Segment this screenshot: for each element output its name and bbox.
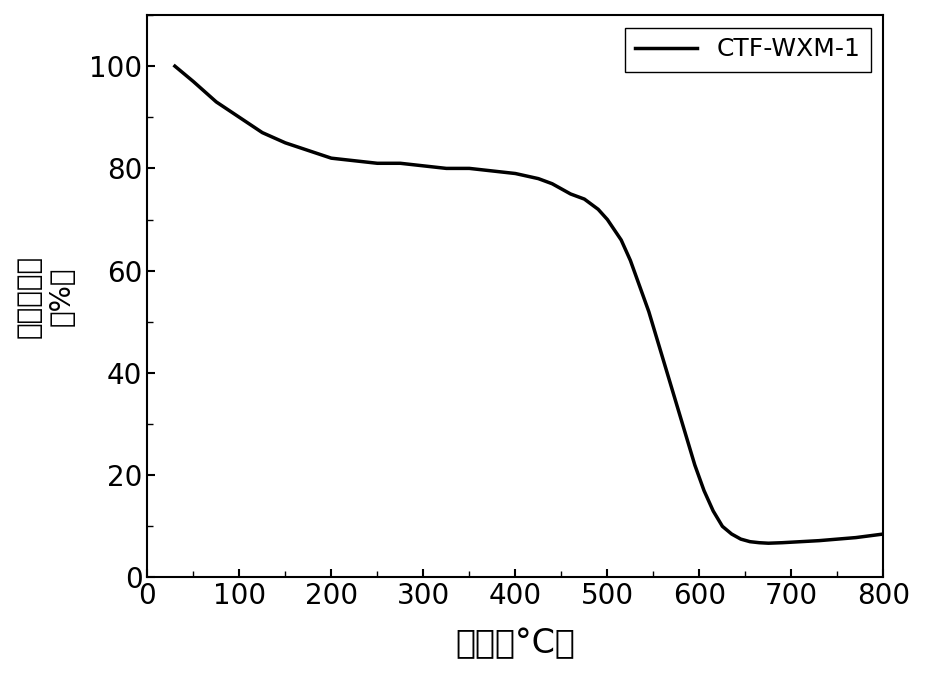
- Legend: CTF-WXM-1: CTF-WXM-1: [624, 28, 871, 72]
- Y-axis label: 质量百分数
（%）: 质量百分数 （%）: [15, 254, 76, 338]
- X-axis label: 温度（°C）: 温度（°C）: [455, 627, 575, 660]
